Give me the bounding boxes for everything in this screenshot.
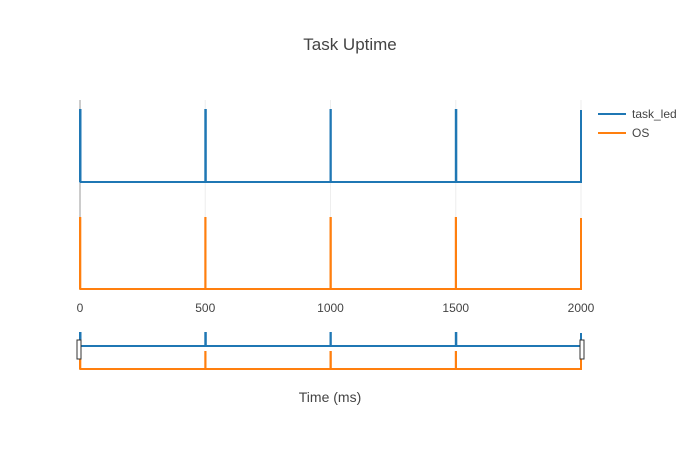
chart-title: Task Uptime <box>303 35 397 54</box>
x-tick-labels: 0 500 1000 1500 2000 <box>77 301 595 315</box>
x-axis-label: Time (ms) <box>299 389 361 405</box>
legend[interactable]: task_led OS <box>598 107 677 140</box>
series-layer <box>79 109 582 290</box>
range-slider-handle-left[interactable] <box>76 339 82 360</box>
x-tick-label: 1500 <box>442 301 469 315</box>
series-line-OS <box>79 217 582 290</box>
x-tick-label: 1000 <box>317 301 344 315</box>
x-tick-label: 500 <box>195 301 215 315</box>
range-slider[interactable] <box>76 332 585 370</box>
x-tick-label: 2000 <box>568 301 595 315</box>
legend-label-OS[interactable]: OS <box>632 126 649 140</box>
range-slider-trace-OS <box>79 351 582 370</box>
range-slider-handle-right[interactable] <box>579 339 585 360</box>
x-tick-label: 0 <box>77 301 84 315</box>
legend-label-task_led[interactable]: task_led <box>632 107 677 121</box>
series-line-task_led <box>79 109 582 183</box>
